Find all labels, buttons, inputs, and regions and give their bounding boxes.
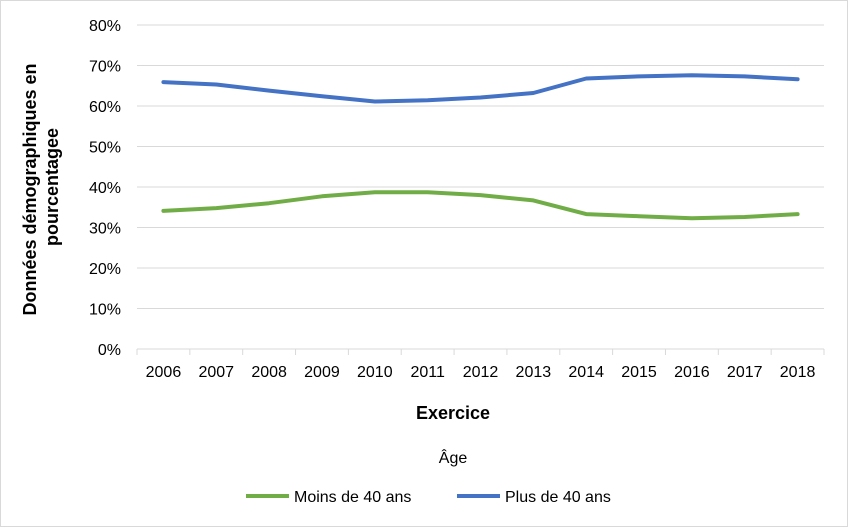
x-tick-label: 2015 — [621, 364, 657, 381]
x-tick-label: 2009 — [304, 364, 340, 381]
x-tick-label: 2016 — [674, 364, 710, 381]
x-tick-label: 2011 — [410, 364, 445, 381]
x-axis-title: Exercice — [416, 403, 490, 423]
x-tick-label: 2012 — [463, 364, 499, 381]
y-tick-label: 20% — [89, 261, 121, 278]
y-tick-label: 70% — [89, 59, 121, 76]
y-tick-label: 50% — [89, 140, 121, 157]
series-lines — [161, 73, 800, 221]
y-tick-label: 0% — [98, 342, 121, 359]
y-tick-label: 80% — [89, 18, 121, 35]
y-tick-label: 60% — [89, 99, 121, 116]
y-tick-label: 10% — [89, 302, 121, 319]
x-axis: 2006 2007 2008 2009 2010 2011 2012 2013 2014 2015… — [136, 348, 825, 381]
x-tick-label: 2010 — [357, 364, 393, 381]
x-tick-label: 2008 — [251, 364, 287, 381]
x-tick-label: 2013 — [516, 364, 552, 381]
x-tick-label: 2007 — [198, 364, 234, 381]
x-tick-label: 2017 — [727, 364, 763, 381]
legend-title: Âge — [439, 448, 468, 467]
y-axis-title: Données démographiques en pourcentagee — [20, 58, 62, 315]
x-tick-label: 2018 — [780, 364, 816, 381]
legend-label-plus-de-40-ans: Plus de 40 ans — [505, 489, 611, 506]
y-tick-label: 30% — [89, 221, 121, 238]
legend-label-moins-de-40-ans: Moins de 40 ans — [294, 489, 411, 506]
series-line-moins-de-40-ans — [161, 190, 800, 221]
series-line-plus-de-40-ans — [161, 73, 800, 104]
x-tick-label: 2006 — [146, 364, 182, 381]
legend: Moins de 40 ans Plus de 40 ans — [246, 489, 611, 506]
x-tick-label: 2014 — [568, 364, 604, 381]
gridlines — [137, 24, 824, 309]
y-axis-title-line-2: pourcentagee — [42, 128, 62, 246]
y-tick-label: 40% — [89, 180, 121, 197]
y-axis-title-line-1: Données démographiques en — [20, 63, 40, 315]
y-axis-ticks: 0% 10% 20% 30% 40% 50% 60% 70% 80% — [89, 18, 121, 359]
